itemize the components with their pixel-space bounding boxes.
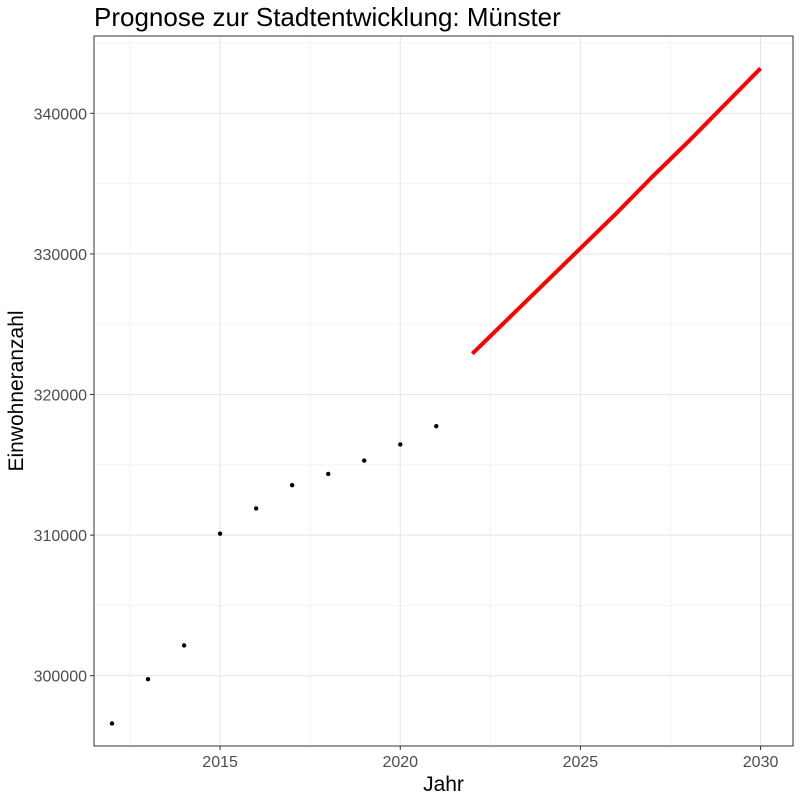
y-axis-title: Einwohneranzahl [5,310,28,471]
data-point [181,643,187,648]
data-point [217,531,223,536]
y-tick-label: 300000 [34,669,87,686]
data-point [398,442,403,447]
x-tick-label: 2025 [563,754,599,771]
forecast-line [470,66,762,356]
chart-title: Prognose zur Stadtentwicklung: Münster [94,2,561,32]
data-point [434,423,439,429]
y-tick-label: 330000 [34,247,87,264]
x-tick-label: 2015 [202,754,238,771]
x-axis-title: Jahr [423,773,464,796]
y-tick-label: 340000 [34,106,87,123]
plot-border [93,35,794,747]
x-tick-label: 2020 [382,754,418,771]
data-point [145,677,151,682]
data-point [362,458,367,463]
axis-ticks: 2015 2020 2025 2030 300000 310000 320000 330000… [34,106,779,771]
grid-lines [94,36,793,747]
data-point [326,471,331,477]
series-layer [109,66,762,726]
data-point [253,506,259,511]
data-point [289,482,295,488]
y-tick-label: 320000 [34,388,87,405]
y-tick-label: 310000 [34,528,87,545]
data-point [109,721,115,726]
x-tick-label: 2030 [743,754,779,771]
